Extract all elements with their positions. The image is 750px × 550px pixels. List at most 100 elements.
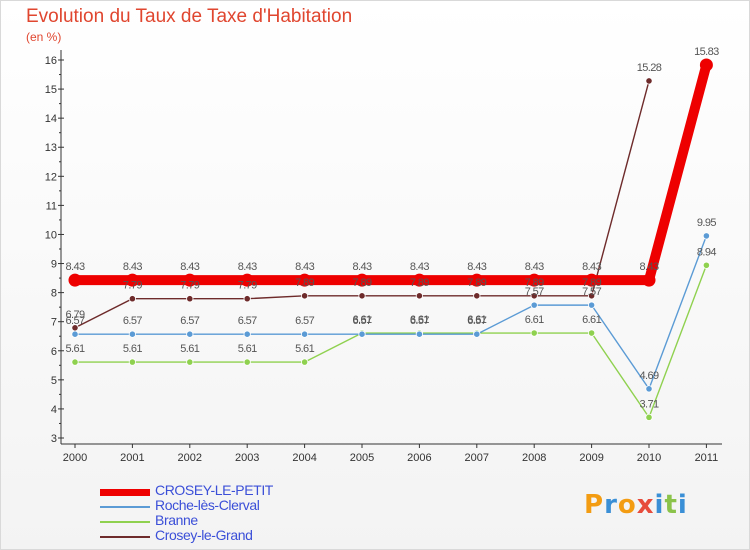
data-label: 8.43: [467, 261, 486, 273]
data-point: [645, 385, 653, 393]
legend-label: Branne: [155, 512, 198, 528]
data-label: 5.61: [238, 343, 257, 355]
data-label: 8.94: [697, 246, 716, 258]
data-point: [68, 273, 82, 287]
series-line: [74, 264, 708, 419]
legend-swatch: [100, 536, 150, 538]
data-label: 8.43: [352, 261, 371, 273]
data-label: 4.69: [639, 370, 658, 382]
data-point: [186, 295, 194, 303]
data-point: [358, 292, 366, 300]
data-point: [71, 330, 79, 338]
data-label: 6.57: [123, 315, 142, 327]
data-point: [587, 329, 596, 337]
x-tick-label: 2009: [579, 452, 603, 464]
data-point: [71, 358, 79, 366]
data-point: [300, 292, 309, 300]
y-tick-label: 8: [51, 288, 57, 300]
x-tick-label: 2011: [695, 452, 719, 464]
series-crosey-le-petit: [68, 58, 713, 287]
data-label: 8.43: [639, 261, 658, 273]
data-label: 8.43: [180, 261, 199, 273]
data-label: 8.43: [582, 261, 601, 273]
logo-letter: i: [654, 490, 665, 520]
x-tick-label: 2004: [292, 452, 316, 464]
data-point: [645, 77, 653, 85]
data-point: [470, 273, 484, 287]
data-point: [473, 330, 481, 338]
series-crosey-le-grand: [71, 77, 653, 332]
data-label: 7.79: [123, 280, 142, 292]
data-label: 6.57: [352, 315, 371, 327]
series-branne: [71, 261, 711, 421]
data-point: [128, 330, 136, 338]
data-point: [645, 413, 653, 421]
data-point: [702, 232, 711, 240]
data-point: [125, 273, 139, 287]
data-label: 6.57: [467, 315, 486, 327]
x-tick-label: 2010: [637, 452, 661, 464]
data-point: [527, 273, 541, 287]
y-tick-label: 5: [51, 375, 57, 387]
data-point: [412, 273, 426, 287]
data-point: [587, 292, 596, 300]
x-tick-label: 2006: [407, 452, 431, 464]
data-point: [298, 273, 312, 287]
legend-label: CROSEY-LE-PETIT: [155, 482, 273, 498]
data-point: [240, 273, 254, 287]
x-tick-label: 2003: [235, 452, 259, 464]
data-point: [530, 292, 538, 300]
data-point: [183, 273, 197, 287]
data-point: [473, 292, 481, 300]
data-label: 6.61: [410, 314, 429, 326]
data-label: 8.43: [238, 261, 257, 273]
data-point: [585, 273, 599, 287]
data-point: [699, 58, 713, 72]
data-point: [415, 292, 423, 300]
data-label: 6.57: [180, 315, 199, 327]
data-label: 8.43: [410, 261, 429, 273]
data-point: [243, 330, 251, 338]
data-label: 5.61: [65, 343, 84, 355]
data-point: [530, 329, 538, 337]
data-point: [128, 295, 136, 303]
data-label: 5.61: [180, 343, 199, 355]
data-label: 7.89: [525, 277, 544, 289]
data-label: 7.89: [352, 277, 371, 289]
data-label: 6.61: [352, 314, 371, 326]
data-label: 8.43: [65, 261, 84, 273]
data-label: 8.43: [525, 261, 544, 273]
data-point: [300, 330, 309, 338]
y-tick-label: 4: [51, 404, 57, 416]
logo-letter: x: [636, 490, 655, 520]
data-label: 7.89: [295, 277, 314, 289]
legend-swatch: [100, 506, 150, 508]
data-point: [300, 358, 309, 366]
data-point: [186, 330, 194, 338]
data-label: 6.61: [467, 314, 486, 326]
x-tick-label: 2001: [120, 452, 144, 464]
data-point: [243, 295, 251, 303]
data-label: 7.89: [410, 277, 429, 289]
y-tick-label: 10: [45, 229, 57, 241]
data-label: 9.95: [697, 217, 716, 229]
data-label: 3.71: [639, 398, 658, 410]
y-tick-label: 14: [45, 113, 57, 125]
data-label: 15.28: [637, 62, 662, 74]
y-tick-label: 16: [45, 55, 57, 67]
x-tick-label: 2005: [350, 452, 374, 464]
data-point: [355, 273, 369, 287]
logo-letter: t: [664, 490, 678, 520]
data-label: 6.79: [65, 309, 84, 321]
data-label: 7.79: [238, 280, 257, 292]
y-tick-label: 13: [45, 142, 57, 154]
data-point: [587, 301, 596, 309]
data-label: 15.83: [694, 46, 719, 58]
x-tick-label: 2008: [522, 452, 546, 464]
chart-title: Evolution du Taux de Taxe d'Habitation: [26, 6, 353, 27]
proxiti-logo: Proxiti: [584, 490, 688, 520]
data-label: 5.61: [123, 343, 142, 355]
legend-swatch: [100, 521, 150, 523]
